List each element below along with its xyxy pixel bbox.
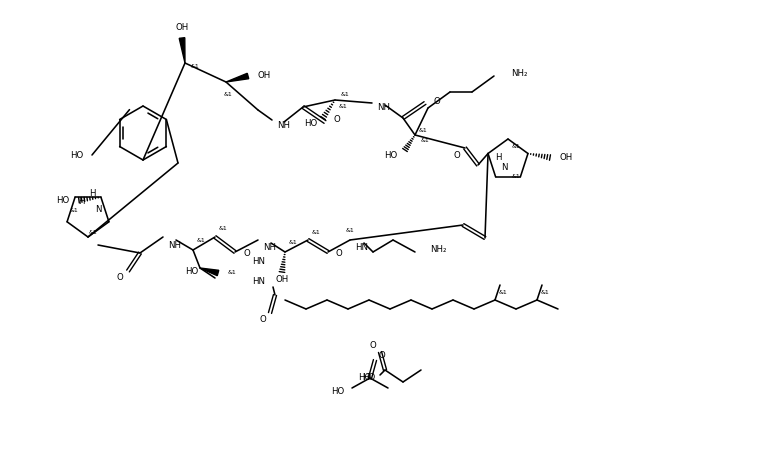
Text: &1: &1 (511, 144, 521, 149)
Text: &1: &1 (345, 228, 355, 233)
Text: &1: &1 (228, 270, 236, 275)
Text: N: N (95, 206, 101, 215)
Text: O: O (370, 342, 377, 351)
Text: H: H (78, 197, 85, 206)
Text: &1: &1 (70, 208, 78, 213)
Text: HO: HO (70, 150, 83, 159)
Text: &1: &1 (218, 226, 227, 231)
Text: &1: &1 (511, 175, 521, 180)
Text: NH₂: NH₂ (430, 246, 446, 255)
Text: NH: NH (168, 240, 181, 249)
Text: &1: &1 (312, 230, 320, 234)
Text: OH: OH (276, 275, 289, 284)
Text: &1: &1 (289, 239, 298, 244)
Text: &1: &1 (499, 289, 507, 294)
Polygon shape (179, 38, 185, 63)
Text: NH: NH (277, 121, 290, 130)
Text: &1: &1 (420, 138, 429, 143)
Polygon shape (226, 73, 249, 82)
Text: NH₂: NH₂ (511, 69, 528, 78)
Text: HO: HO (330, 387, 344, 396)
Text: NH: NH (263, 243, 276, 252)
Text: &1: &1 (338, 104, 348, 108)
Text: O: O (260, 315, 266, 324)
Text: &1: &1 (224, 91, 233, 96)
Text: HO: HO (384, 152, 397, 161)
Text: HO: HO (304, 120, 317, 129)
Text: &1: &1 (540, 289, 550, 294)
Text: O: O (433, 96, 440, 105)
Text: &1: &1 (341, 93, 349, 98)
Polygon shape (200, 268, 218, 276)
Text: N: N (501, 163, 507, 172)
Text: O: O (243, 249, 250, 258)
Text: NH: NH (377, 103, 390, 112)
Text: OH: OH (175, 23, 189, 32)
Text: OH: OH (258, 72, 271, 81)
Text: H: H (495, 153, 501, 162)
Text: HO: HO (185, 267, 198, 276)
Text: HO: HO (362, 374, 375, 382)
Text: O: O (336, 249, 343, 258)
Text: HO: HO (56, 196, 69, 205)
Text: HN: HN (252, 278, 265, 287)
Text: O: O (117, 273, 124, 282)
Text: O: O (453, 152, 460, 161)
Text: HN: HN (252, 257, 265, 266)
Text: HO: HO (358, 374, 371, 382)
Text: HN: HN (355, 243, 368, 252)
Text: O: O (379, 351, 385, 360)
Text: OH: OH (560, 153, 573, 162)
Text: H: H (88, 189, 96, 198)
Text: O: O (334, 116, 341, 125)
Text: &1: &1 (88, 230, 97, 234)
Text: &1: &1 (197, 238, 205, 243)
Text: &1: &1 (190, 63, 200, 68)
Text: &1: &1 (419, 127, 428, 132)
